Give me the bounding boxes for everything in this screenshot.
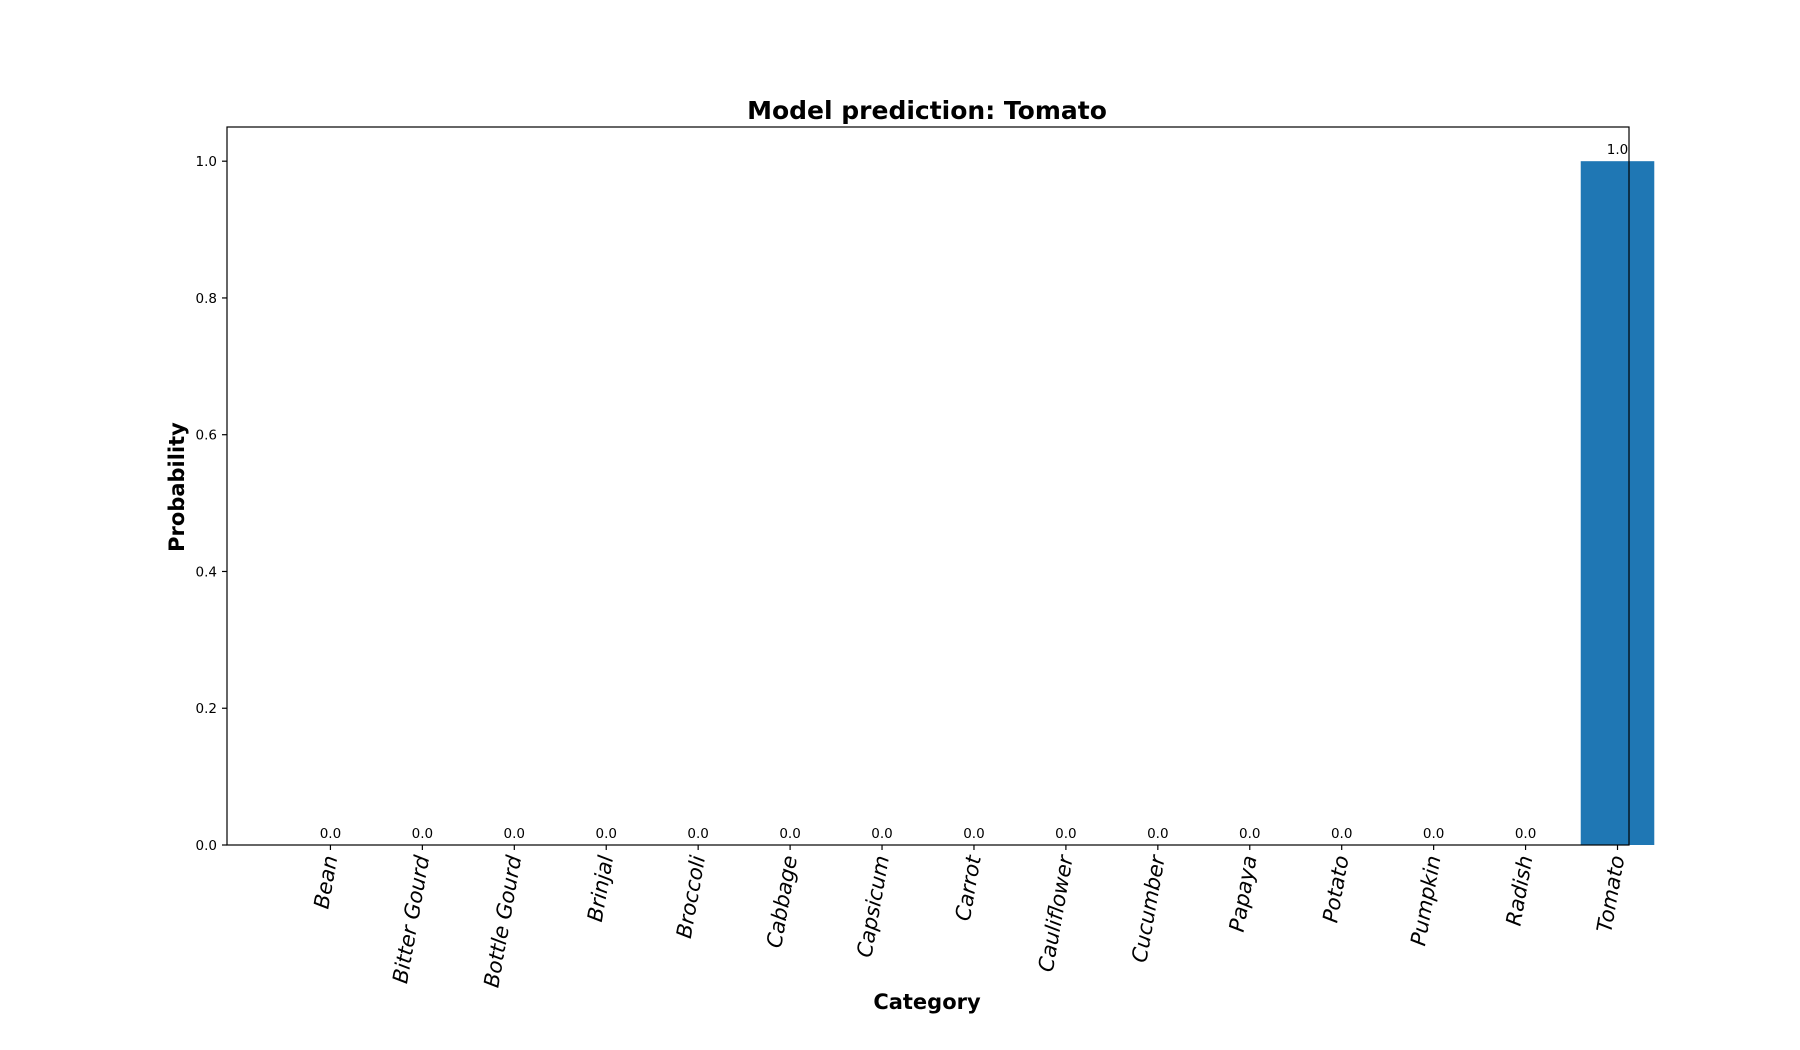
x-tick-label: Carrot bbox=[951, 853, 986, 923]
y-tick-label: 0.8 bbox=[196, 291, 217, 307]
x-tick-label: Brinjal bbox=[583, 854, 618, 924]
x-tick-label: Tomato bbox=[1592, 854, 1629, 934]
x-tick-label: Radish bbox=[1502, 854, 1538, 928]
x-tick-label: Cabbage bbox=[762, 854, 802, 950]
chart-title: Model prediction: Tomato bbox=[747, 96, 1107, 125]
y-tick-label: 0.6 bbox=[196, 428, 217, 444]
x-tick-label: Broccoli bbox=[672, 854, 710, 941]
bar-value-label: 0.0 bbox=[1423, 826, 1444, 842]
x-tick-label: Bean bbox=[309, 854, 342, 911]
bar-value-label: 0.0 bbox=[963, 826, 984, 842]
y-axis-title: Probability bbox=[165, 422, 189, 552]
bar-value-label: 0.0 bbox=[1147, 826, 1168, 842]
bar-value-label: 0.0 bbox=[1331, 826, 1352, 842]
x-axis-title: Category bbox=[873, 990, 981, 1014]
x-tick-label: Capsicum bbox=[852, 854, 894, 960]
x-tick-label: Cucumber bbox=[1127, 852, 1170, 964]
x-tick-label: Bottle Gourd bbox=[479, 853, 526, 989]
x-tick-label: Pumpkin bbox=[1406, 854, 1445, 948]
bar-value-label: 0.0 bbox=[779, 826, 800, 842]
y-tick-label: 0.0 bbox=[196, 838, 217, 854]
plot-frame bbox=[226, 126, 1630, 846]
bar-value-label: 0.0 bbox=[1055, 826, 1076, 842]
bar-value-label: 0.0 bbox=[687, 826, 708, 842]
bar-value-label: 0.0 bbox=[504, 826, 525, 842]
bar bbox=[1580, 161, 1655, 845]
x-tick-label: Potato bbox=[1318, 854, 1353, 925]
bar-value-label: 0.0 bbox=[1515, 826, 1536, 842]
bar-value-label: 1.0 bbox=[1607, 142, 1628, 158]
bar-value-label: 0.0 bbox=[412, 826, 433, 842]
bar-value-label: 0.0 bbox=[1239, 826, 1260, 842]
bar-value-label: 0.0 bbox=[595, 826, 616, 842]
bar-value-label: 0.0 bbox=[871, 826, 892, 842]
bar-value-label: 0.0 bbox=[320, 826, 341, 842]
y-tick-label: 1.0 bbox=[196, 154, 217, 170]
y-tick-label: 0.4 bbox=[196, 564, 217, 580]
plot-area: 0.0 Bean 0.0 Bitter Gourd 0.0 Bottle Gourd 0.0… bbox=[196, 126, 1655, 989]
y-tick-label: 0.2 bbox=[196, 701, 217, 717]
x-tick-label: Papaya bbox=[1225, 854, 1262, 934]
x-tick-label: Cauliflower bbox=[1034, 852, 1078, 973]
x-tick-label: Bitter Gourd bbox=[388, 853, 434, 985]
